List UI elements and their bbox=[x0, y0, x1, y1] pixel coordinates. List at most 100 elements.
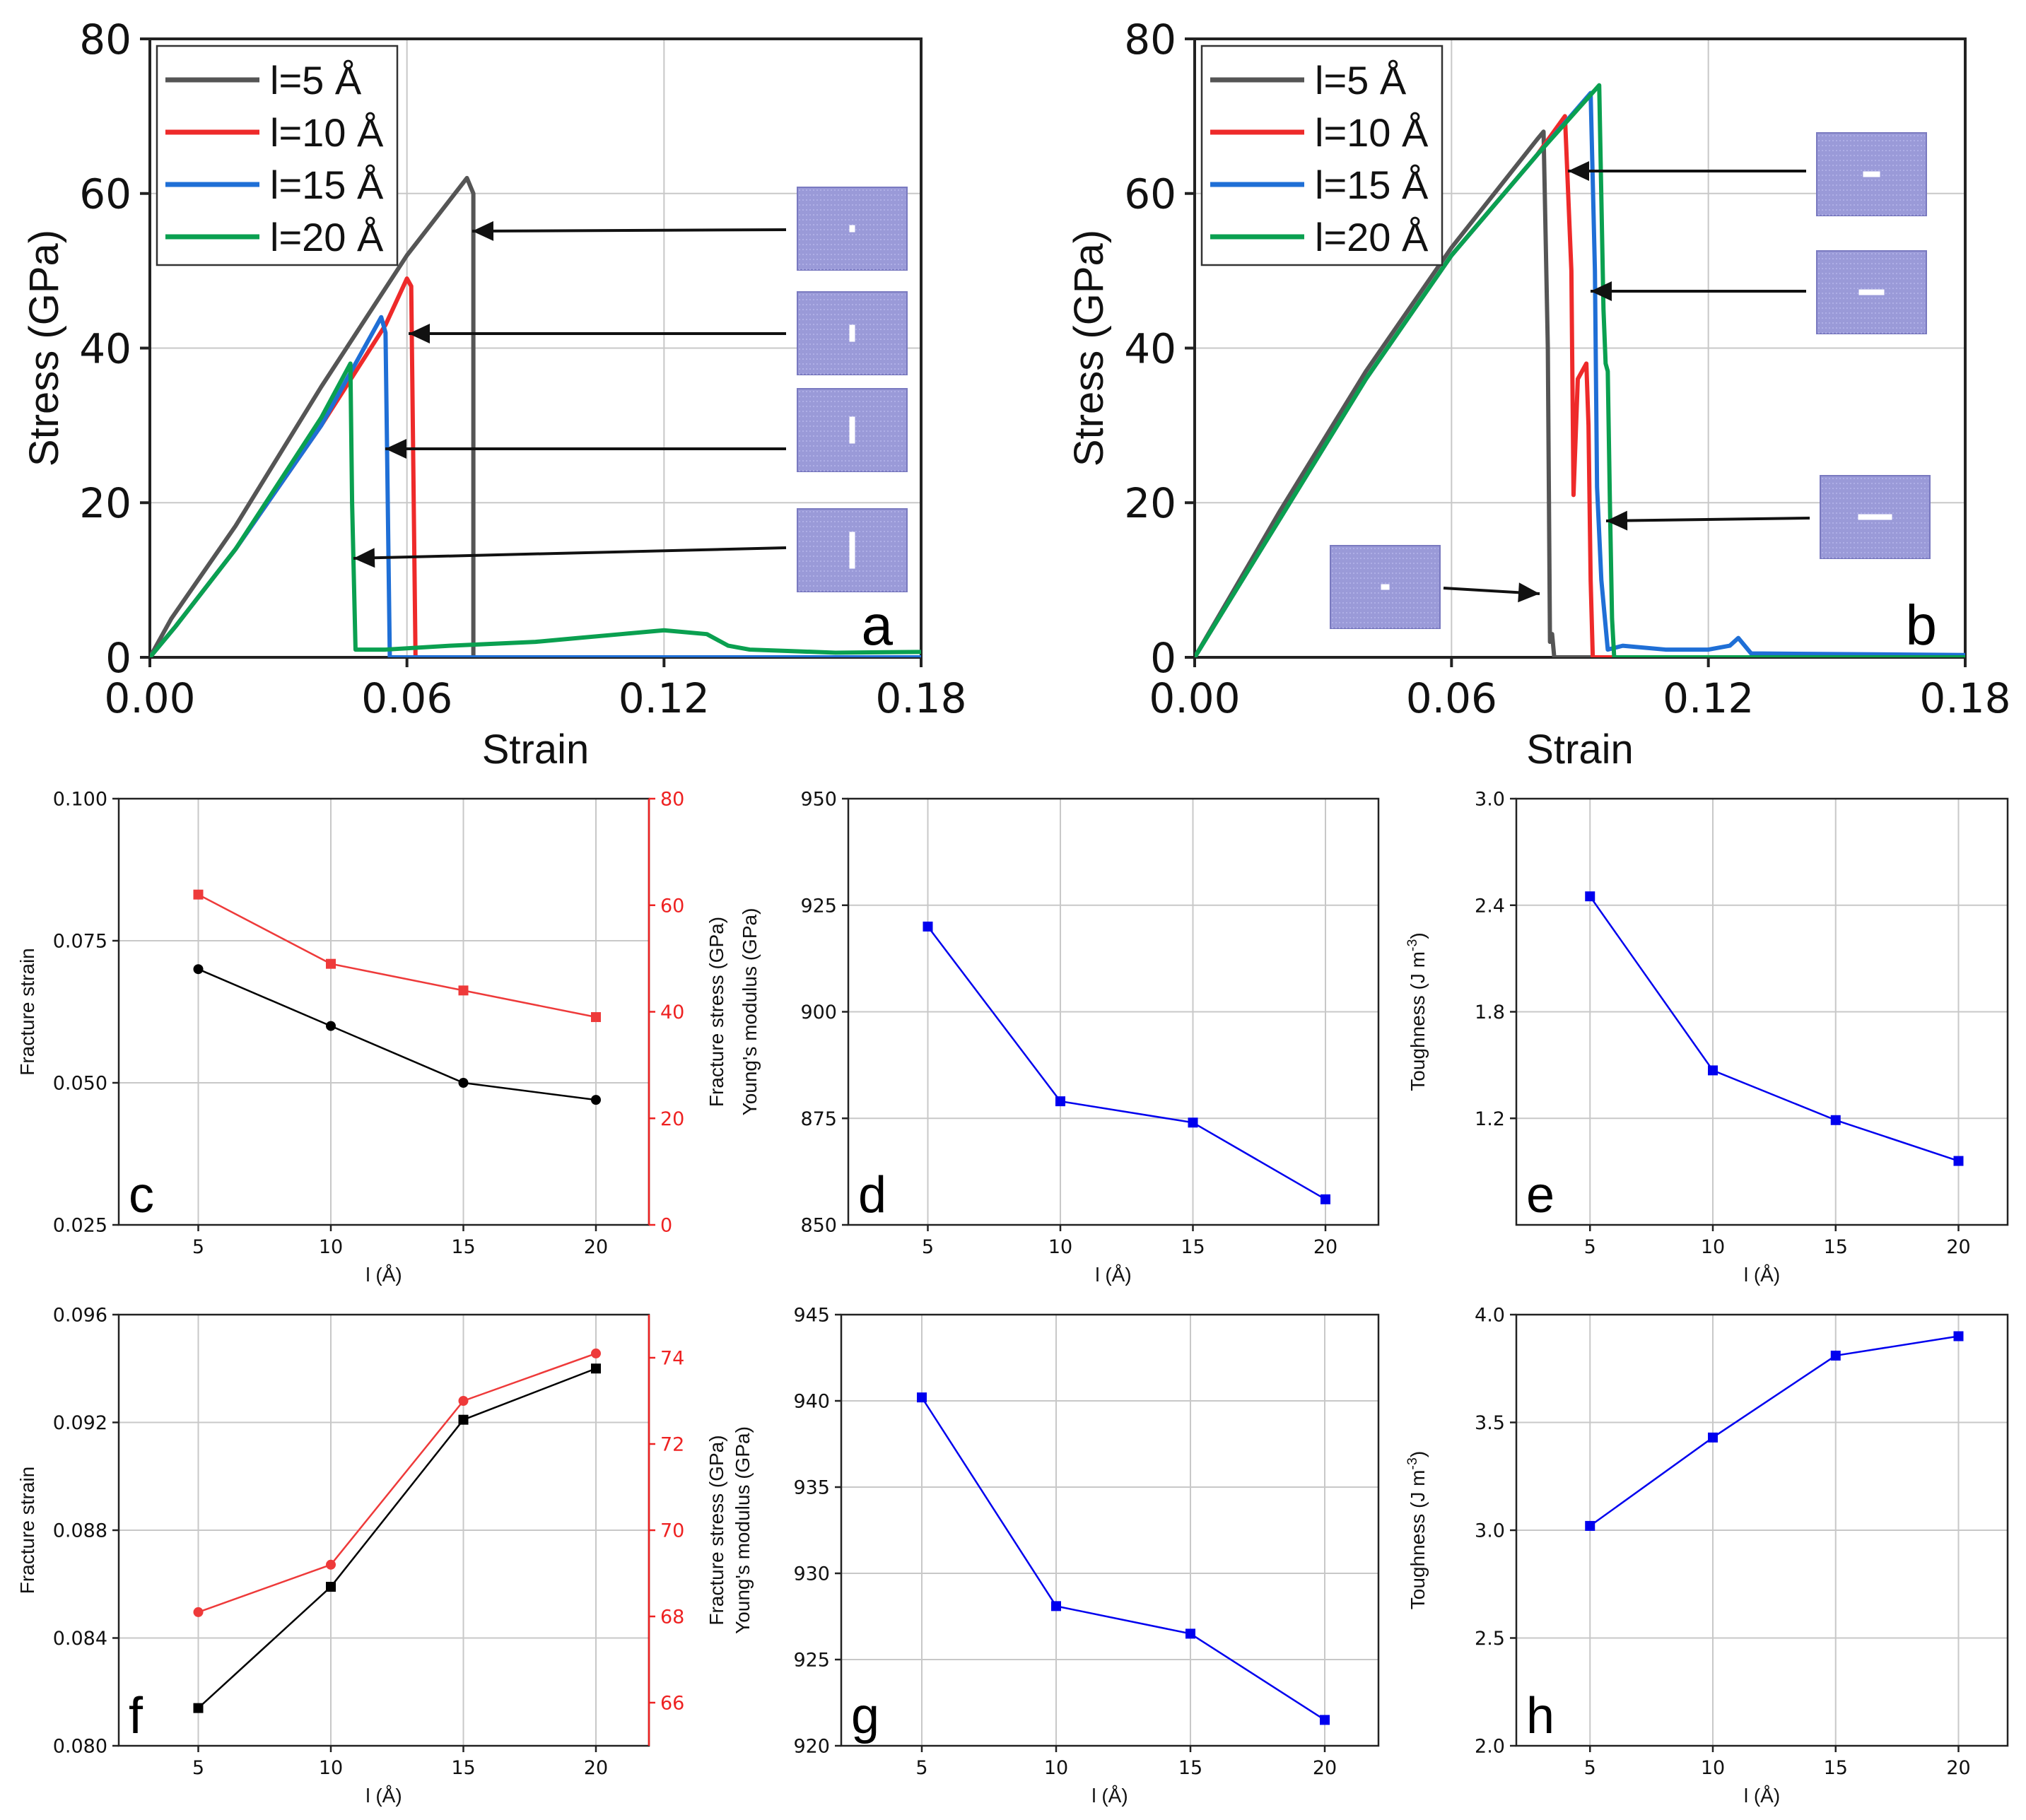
data-point bbox=[1830, 1350, 1841, 1361]
data-point bbox=[1708, 1065, 1718, 1076]
x-tick-label: 15 bbox=[1824, 1757, 1848, 1779]
x-tick-label: 15 bbox=[451, 1757, 475, 1779]
x-tick-label: 20 bbox=[1313, 1757, 1337, 1779]
series-line-fracture-strain bbox=[198, 968, 597, 1101]
y-tick-label: 940 bbox=[793, 1391, 830, 1413]
series-group bbox=[197, 1352, 597, 1709]
x-tick-label: 0.18 bbox=[1919, 674, 2010, 722]
series-line-l-5- bbox=[150, 175, 921, 657]
inset-a-4 bbox=[797, 508, 908, 592]
x-tick-label: 10 bbox=[1048, 1236, 1072, 1258]
data-point bbox=[917, 1392, 927, 1403]
y-right-axis-label: Fracture stress (GPa) bbox=[705, 917, 727, 1107]
series-group bbox=[197, 893, 597, 1101]
arrow-head bbox=[1606, 510, 1628, 531]
y-axis-label: Stress (GPa) bbox=[1066, 230, 1112, 466]
y-right-tick-label: 40 bbox=[660, 1002, 684, 1023]
inset-a-1 bbox=[797, 187, 908, 271]
y-axis-label: Young's modulus (GPa) bbox=[732, 1426, 754, 1634]
data-point bbox=[1708, 1432, 1718, 1443]
y-tick-label: 0.050 bbox=[53, 1073, 107, 1095]
arrow-b-2 bbox=[1591, 281, 1806, 301]
x-tick-label: 10 bbox=[319, 1236, 343, 1258]
x-axis-label: l (Å) bbox=[1091, 1785, 1128, 1807]
inset-defect bbox=[1863, 171, 1880, 177]
inset-b-3 bbox=[1820, 475, 1931, 559]
data-point bbox=[193, 1703, 204, 1713]
y-tick-label: 875 bbox=[800, 1108, 837, 1130]
x-axis-label: l (Å) bbox=[1744, 1785, 1780, 1807]
panel-label: f bbox=[129, 1688, 144, 1744]
panel-g: 5 10 15 20 920 925 930 935 940 945 l (Å) Young's mo… bbox=[732, 1305, 1380, 1807]
series-line-l-20- bbox=[1195, 83, 1965, 657]
x-tick-label: 20 bbox=[1946, 1757, 1970, 1779]
y-tick-label: 0.080 bbox=[53, 1736, 107, 1758]
y-right-axis-label: Fracture stress (GPa) bbox=[705, 1435, 727, 1625]
y-tick-label: 935 bbox=[793, 1477, 830, 1499]
y-axis-label: Young's modulus (GPa) bbox=[739, 908, 761, 1116]
y-tick-label: 0.088 bbox=[53, 1520, 107, 1542]
data-point bbox=[326, 958, 336, 969]
x-axis-label: Strain bbox=[482, 727, 590, 773]
panel-a: 0.00 0.06 0.12 0.18 0 20 40 60 80 Strain Stress (G… bbox=[21, 16, 967, 773]
y-tick-label: 925 bbox=[793, 1650, 830, 1672]
legend-label: l=5 Å bbox=[1315, 58, 1407, 102]
legend-label: l=15 Å bbox=[270, 163, 384, 207]
arrow-head bbox=[1568, 161, 1589, 181]
inset-defect bbox=[1381, 584, 1390, 590]
y-tick-label: 3.5 bbox=[1475, 1412, 1505, 1434]
exponent: -3 bbox=[1405, 939, 1420, 952]
panel-b: 0.00 0.06 0.12 0.18 0 20 40 60 80 Strain Stress (G… bbox=[1066, 16, 2011, 773]
y-right-tick-label: 68 bbox=[660, 1607, 684, 1628]
data-point bbox=[591, 1348, 601, 1358]
y-tick-label: 60 bbox=[1124, 170, 1176, 218]
x-tick-label: 0.06 bbox=[361, 674, 452, 722]
y-tick-label: 20 bbox=[1124, 479, 1176, 527]
panel-label: d bbox=[858, 1167, 886, 1223]
x-axis-label: l (Å) bbox=[365, 1785, 402, 1807]
data-point bbox=[923, 921, 933, 932]
y-tick-label: 925 bbox=[800, 895, 837, 917]
data-point bbox=[458, 1414, 469, 1425]
panel-label: h bbox=[1526, 1688, 1554, 1744]
x-tick-label: 20 bbox=[1313, 1236, 1337, 1258]
inset-b-4 bbox=[1330, 545, 1441, 629]
y-right-tick-label: 0 bbox=[660, 1215, 672, 1237]
panel-label: a bbox=[862, 594, 894, 657]
y-right-tick-label: 74 bbox=[660, 1348, 684, 1370]
data-point bbox=[458, 1396, 469, 1406]
arrow-b-4 bbox=[1443, 582, 1540, 603]
data-point bbox=[1585, 1520, 1595, 1531]
series-line-toughness bbox=[1589, 1335, 1959, 1527]
x-tick-label: 0.12 bbox=[1663, 674, 1754, 722]
series-line-l-20- bbox=[150, 361, 921, 657]
inset-defect bbox=[849, 324, 855, 342]
arrow-head bbox=[353, 548, 375, 568]
legend-box bbox=[1200, 45, 1444, 266]
y-right-tick-label: 66 bbox=[660, 1693, 684, 1715]
x-tick-label: 20 bbox=[584, 1236, 608, 1258]
x-tick-label: 5 bbox=[192, 1236, 204, 1258]
panel-c: 5 10 15 20 0.025 0.050 0.075 0.100 0 20 40 60 80 l (Å… bbox=[16, 789, 727, 1286]
data-point bbox=[326, 1021, 336, 1031]
x-tick-label: 10 bbox=[1701, 1236, 1725, 1258]
y-tick-label: 2.5 bbox=[1475, 1628, 1505, 1650]
inset-defect bbox=[1858, 289, 1885, 295]
legend-label: l=5 Å bbox=[270, 58, 362, 102]
x-tick-label: 15 bbox=[1178, 1757, 1202, 1779]
data-point bbox=[1585, 891, 1595, 902]
plot-frame bbox=[840, 1313, 1380, 1747]
y-tick-label: 20 bbox=[79, 479, 131, 527]
data-point bbox=[1321, 1194, 1330, 1204]
y-axis-label: Toughness (J m-3) bbox=[1405, 1451, 1429, 1609]
series-line-l-5- bbox=[1195, 129, 1965, 657]
y-tick-label: 0.096 bbox=[53, 1305, 107, 1327]
inset-b-2 bbox=[1816, 250, 1927, 334]
y-tick-label: 0.075 bbox=[53, 931, 107, 953]
legend: l=5 Å l=10 Å l=15 Å l=20 Å bbox=[156, 45, 399, 266]
x-axis-label: l (Å) bbox=[1095, 1264, 1131, 1286]
x-tick-label: 15 bbox=[1824, 1236, 1848, 1258]
inset-b-1 bbox=[1816, 132, 1927, 216]
legend-label: l=20 Å bbox=[1315, 215, 1429, 259]
x-tick-label: 15 bbox=[451, 1236, 475, 1258]
